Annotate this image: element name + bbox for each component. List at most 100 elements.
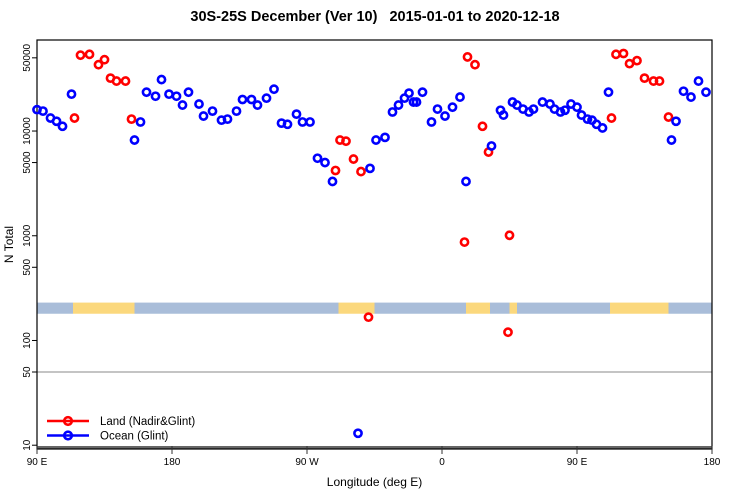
data-point-land	[330, 165, 341, 176]
strip-segment-land	[466, 302, 490, 314]
data-point-ocean	[305, 117, 315, 127]
data-point-land	[632, 55, 642, 66]
strip-segment-ocean	[490, 302, 510, 314]
data-point-land	[639, 73, 650, 84]
y-axis-title: N Total	[2, 226, 16, 263]
x-axis-tick-label: 90 W	[295, 457, 319, 468]
data-point-ocean	[380, 132, 390, 143]
data-point-ocean	[387, 107, 398, 117]
data-point-ocean	[686, 92, 696, 102]
legend-label-ocean: Ocean (Glint)	[100, 431, 169, 443]
data-point-ocean	[411, 97, 422, 107]
data-point-ocean	[231, 106, 242, 116]
x-axis-tick-label: 180	[164, 457, 181, 468]
data-point-ocean	[417, 87, 428, 98]
data-point-ocean	[269, 84, 279, 95]
data-point-ocean	[426, 117, 437, 127]
y-axis-tick-label: 100	[22, 332, 33, 349]
data-point-land	[348, 154, 359, 164]
data-point-ocean	[156, 74, 167, 85]
data-point-ocean	[57, 121, 68, 132]
data-point-ocean	[261, 93, 272, 104]
data-point-ocean	[198, 111, 209, 121]
data-point-ocean	[603, 87, 614, 98]
data-point-ocean	[560, 105, 570, 116]
x-axis-title: Longitude (deg E)	[327, 475, 422, 489]
data-point-ocean	[440, 111, 450, 121]
y-axis-tick-label: 1000	[22, 224, 33, 247]
data-point-land	[504, 230, 515, 241]
data-point-ocean	[432, 104, 443, 114]
data-point-ocean	[252, 100, 263, 110]
data-point-ocean	[404, 88, 414, 99]
data-point-ocean	[150, 91, 161, 102]
strip-segment-ocean	[37, 302, 73, 314]
data-point-ocean	[678, 86, 689, 97]
data-point-ocean	[194, 99, 204, 109]
data-point-ocean	[455, 92, 465, 102]
data-point-ocean	[353, 428, 363, 439]
data-point-ocean	[246, 94, 257, 105]
data-point-land	[69, 113, 80, 123]
data-point-ocean	[498, 110, 509, 120]
data-point-land	[93, 59, 104, 70]
data-point-ocean	[693, 76, 704, 86]
data-point-land	[618, 48, 629, 59]
data-point-ocean	[38, 106, 48, 116]
data-point-ocean	[141, 87, 152, 98]
data-point-land	[606, 113, 617, 123]
data-point-ocean	[129, 135, 140, 145]
data-point-land	[75, 50, 86, 61]
plot-frame	[36, 39, 713, 450]
data-point-ocean	[222, 114, 233, 124]
data-point-ocean	[666, 135, 677, 145]
x-axis-tick-label: 90 E	[27, 457, 48, 468]
data-point-ocean	[365, 163, 375, 174]
strip-segment-ocean	[374, 302, 466, 314]
strip-segment-ocean	[668, 302, 712, 314]
data-point-ocean	[447, 102, 458, 113]
data-point-land	[84, 49, 95, 60]
data-point-land	[126, 114, 137, 124]
data-point-land	[663, 112, 674, 122]
data-point-ocean	[327, 176, 338, 187]
data-point-ocean	[371, 135, 381, 145]
data-point-ocean	[177, 100, 188, 110]
data-point-ocean	[66, 89, 77, 100]
strip-segment-land	[509, 302, 517, 314]
data-point-land	[611, 49, 621, 60]
strip-segment-ocean	[517, 302, 610, 314]
data-point-land	[459, 237, 470, 247]
data-point-land	[111, 76, 122, 86]
strip-segment-land	[338, 302, 375, 314]
data-point-land	[624, 58, 635, 69]
data-point-ocean	[171, 91, 182, 102]
data-point-ocean	[297, 117, 308, 127]
data-point-land	[356, 166, 366, 177]
legend-marker-land	[62, 415, 74, 427]
data-point-land	[470, 59, 480, 70]
data-point-land	[99, 54, 110, 65]
data-point-ocean	[51, 116, 62, 127]
data-point-ocean	[207, 106, 218, 116]
data-point-land	[503, 327, 513, 338]
data-point-land	[120, 76, 131, 86]
y-axis-tick-label: 500	[22, 259, 33, 276]
data-point-ocean	[528, 104, 539, 114]
x-axis-tick-label: 180	[704, 457, 721, 468]
data-point-ocean	[597, 123, 608, 133]
y-axis-tick-label: 10	[22, 439, 33, 451]
data-point-ocean	[701, 87, 711, 98]
data-point-ocean	[393, 100, 404, 110]
data-point-ocean	[671, 116, 681, 127]
strip-segment-land	[610, 302, 669, 314]
y-axis-tick-label: 10000	[22, 117, 33, 145]
data-point-ocean	[164, 89, 174, 100]
data-point-ocean	[320, 157, 330, 168]
y-axis-tick-label: 5000	[22, 151, 33, 174]
x-axis-tick-label: 0	[439, 457, 445, 468]
data-point-ocean	[537, 97, 548, 107]
data-point-ocean	[237, 94, 248, 105]
